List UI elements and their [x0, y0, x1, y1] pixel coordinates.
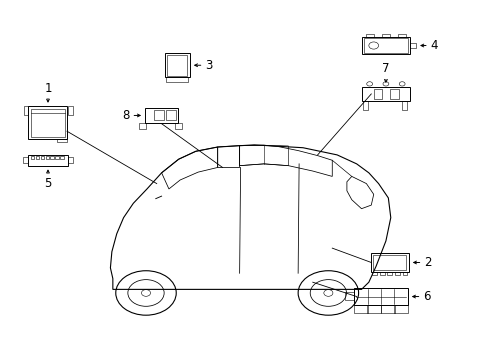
- Bar: [23, 157, 28, 163]
- Bar: [361, 37, 409, 54]
- Bar: [345, 292, 353, 300]
- Bar: [50, 156, 54, 159]
- Bar: [23, 107, 28, 116]
- Bar: [361, 87, 409, 101]
- Bar: [381, 34, 389, 37]
- Bar: [41, 156, 44, 159]
- Bar: [353, 288, 407, 305]
- Bar: [353, 305, 367, 313]
- Bar: [68, 157, 73, 163]
- Bar: [386, 272, 391, 275]
- Text: 7: 7: [382, 62, 389, 75]
- Bar: [36, 156, 39, 159]
- Text: 1: 1: [44, 82, 52, 95]
- Text: 5: 5: [44, 177, 52, 190]
- Bar: [166, 77, 187, 82]
- Bar: [409, 43, 415, 48]
- Bar: [60, 156, 63, 159]
- Bar: [380, 305, 394, 313]
- Bar: [164, 53, 189, 77]
- Text: 2: 2: [424, 256, 431, 269]
- Bar: [402, 101, 407, 110]
- Bar: [363, 101, 367, 110]
- Bar: [165, 111, 175, 121]
- Bar: [397, 34, 405, 37]
- Bar: [154, 111, 164, 121]
- Bar: [389, 89, 398, 99]
- Bar: [372, 255, 406, 270]
- Bar: [402, 272, 407, 275]
- Bar: [363, 39, 407, 53]
- Text: 3: 3: [205, 59, 212, 72]
- Bar: [367, 305, 380, 313]
- Bar: [175, 123, 182, 129]
- Bar: [379, 272, 384, 275]
- Text: 6: 6: [423, 290, 430, 303]
- Bar: [55, 156, 59, 159]
- Bar: [370, 253, 408, 272]
- Bar: [31, 156, 34, 159]
- Bar: [31, 109, 64, 136]
- Bar: [45, 156, 49, 159]
- Bar: [166, 55, 187, 76]
- Bar: [68, 107, 73, 116]
- Bar: [139, 123, 146, 129]
- Bar: [373, 89, 382, 99]
- Bar: [28, 107, 67, 139]
- Bar: [365, 34, 373, 37]
- Text: 4: 4: [430, 39, 437, 52]
- Bar: [28, 155, 68, 166]
- Bar: [394, 272, 399, 275]
- Text: 8: 8: [122, 109, 129, 122]
- Bar: [57, 139, 67, 142]
- Bar: [145, 108, 178, 123]
- Bar: [393, 305, 407, 313]
- Bar: [371, 272, 376, 275]
